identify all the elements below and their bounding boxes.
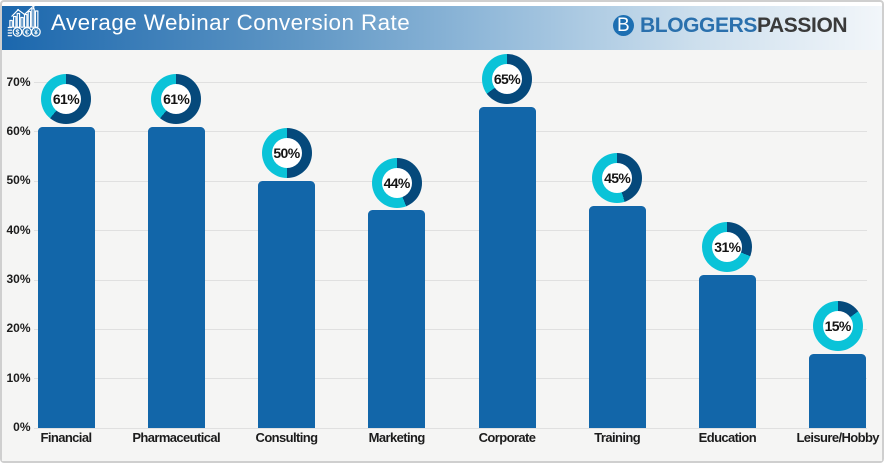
svg-text:¥: ¥ bbox=[34, 29, 38, 36]
svg-text:$: $ bbox=[16, 29, 20, 36]
svg-text:€: € bbox=[25, 29, 29, 36]
